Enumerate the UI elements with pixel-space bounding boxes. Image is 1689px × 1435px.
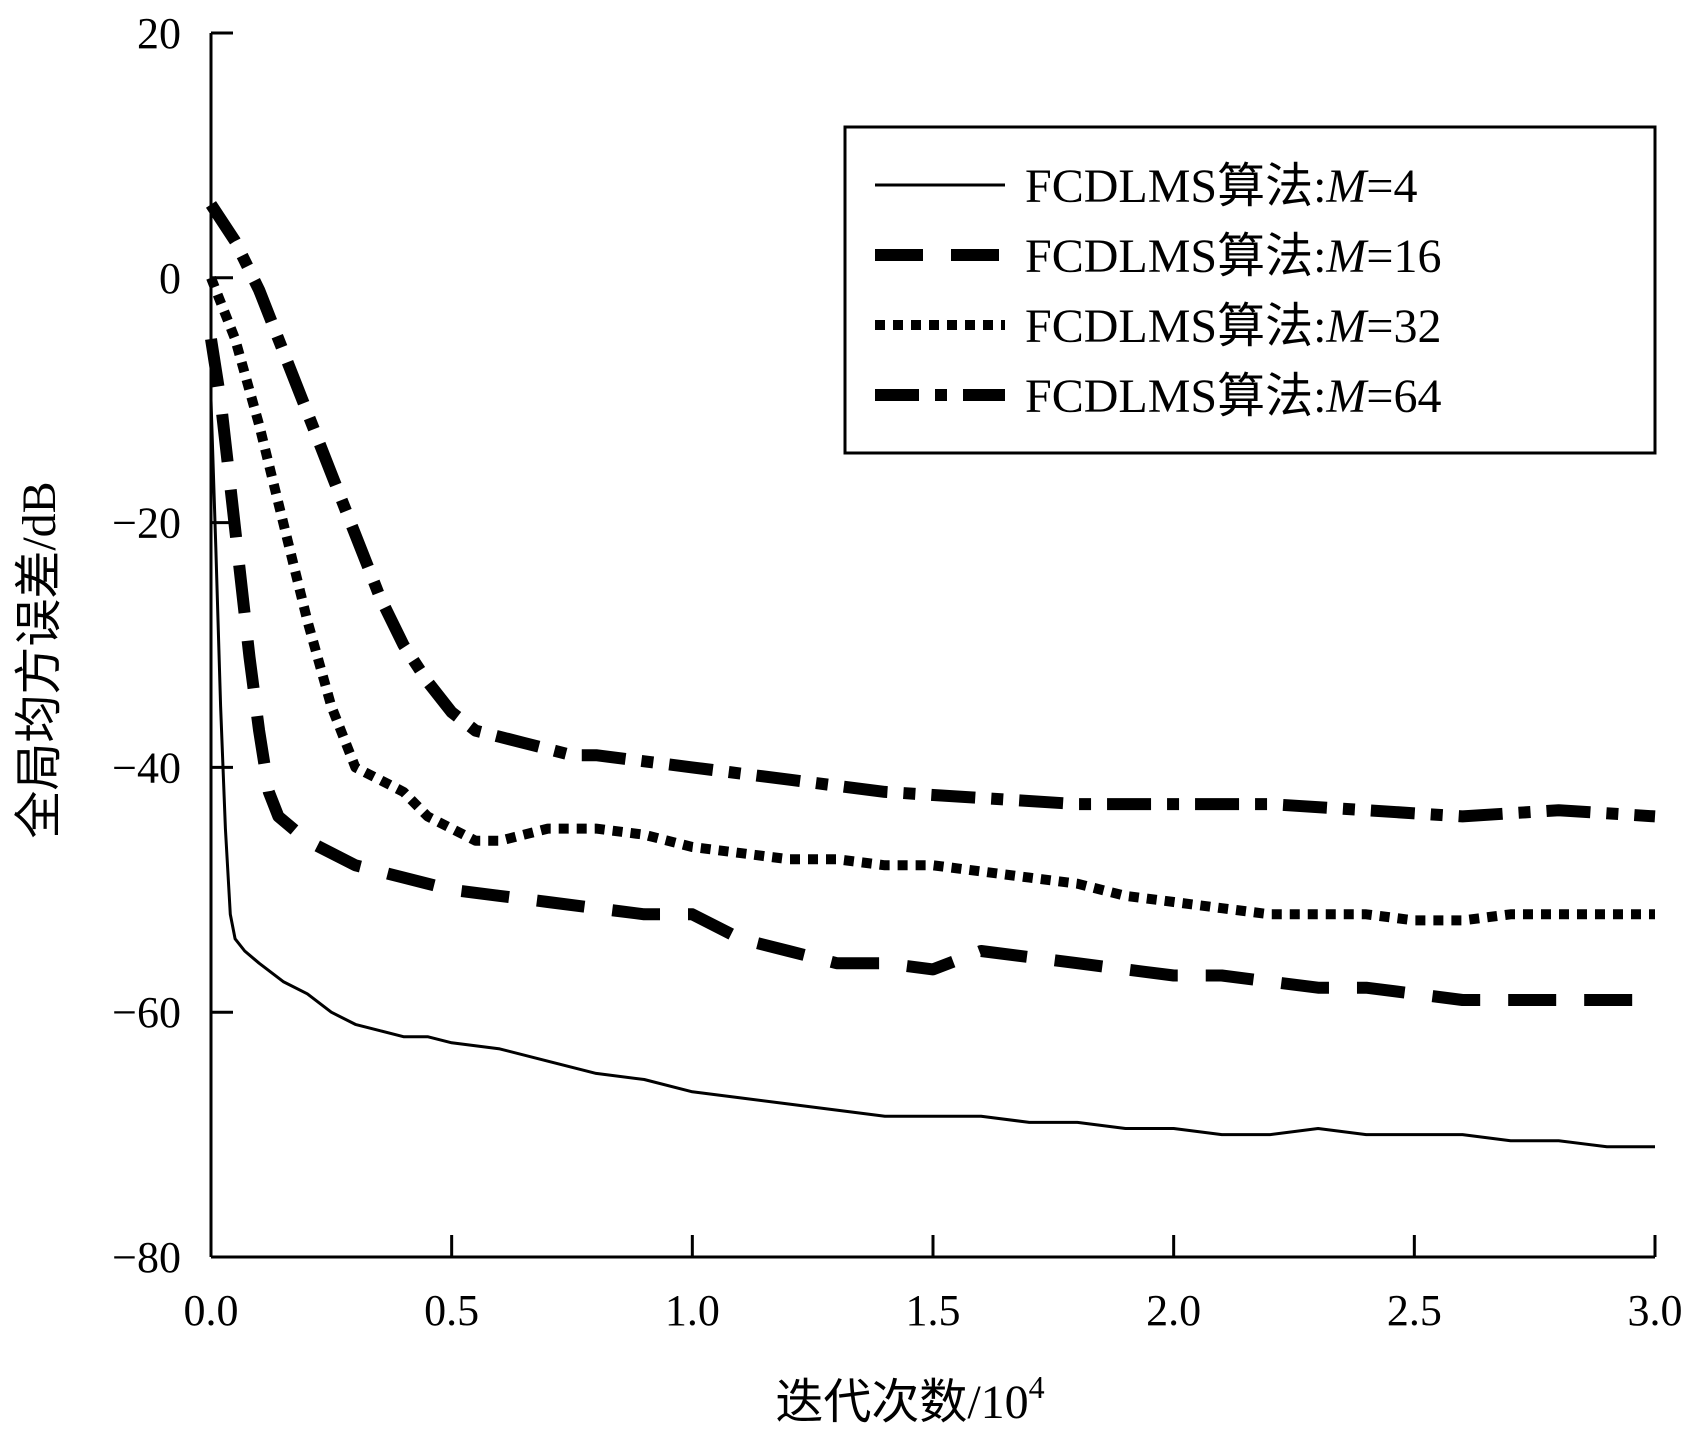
legend-label-variable: M <box>1325 230 1369 283</box>
x-tick-label: 1.5 <box>906 1286 961 1335</box>
legend-label-prefix: FCDLMS算法: <box>1025 300 1326 353</box>
legend-label-variable: M <box>1325 160 1369 213</box>
legend-label-4: FCDLMS算法:M=64 <box>1025 370 1441 423</box>
x-axis-title: 迭代次数/104 <box>775 1369 1044 1429</box>
legend: FCDLMS算法:M=4FCDLMS算法:M=16FCDLMS算法:M=32FC… <box>843 125 1657 455</box>
x-axis-title-main: 迭代次数/10 <box>775 1376 1028 1429</box>
legend-label-value: =4 <box>1366 160 1417 213</box>
x-tick-label: 1.0 <box>665 1286 720 1335</box>
legend-label-prefix: FCDLMS算法: <box>1025 370 1326 423</box>
y-tick-label: −40 <box>112 743 181 792</box>
y-tick-label: 20 <box>137 9 181 58</box>
series-lines <box>205 201 1656 1149</box>
legend-label-2: FCDLMS算法:M=16 <box>1025 230 1441 283</box>
series-line-4 <box>205 201 1656 823</box>
y-tick-label: −80 <box>112 1233 181 1282</box>
x-axis-title-exponent: 4 <box>1029 1369 1045 1405</box>
y-tick-label: −20 <box>112 499 181 548</box>
legend-label-prefix: FCDLMS算法: <box>1025 230 1326 283</box>
legend-label-3: FCDLMS算法:M=32 <box>1025 300 1441 353</box>
x-tick-label: 0.5 <box>424 1286 479 1335</box>
x-tick-label: 2.5 <box>1387 1286 1442 1335</box>
series-line-2 <box>205 338 1655 1006</box>
y-axis-title: 全局均方误差/dB <box>13 481 66 838</box>
y-tick-label: −60 <box>112 988 181 1037</box>
legend-label-variable: M <box>1325 300 1369 353</box>
legend-label-1: FCDLMS算法:M=4 <box>1025 160 1417 213</box>
x-tick-label: 3.0 <box>1628 1286 1683 1335</box>
series-line-1 <box>209 400 1655 1149</box>
x-tick-label: 0.0 <box>184 1286 239 1335</box>
legend-label-value: =32 <box>1366 300 1441 353</box>
x-tick-label: 2.0 <box>1146 1286 1201 1335</box>
legend-label-variable: M <box>1325 370 1369 423</box>
y-tick-label: 0 <box>159 254 181 303</box>
axes: 0.0 0.5 1.0 1.5 2.0 2.5 3.0 20 0 −20 −40 −60 −80 <box>112 9 1682 1335</box>
legend-label-value: =64 <box>1366 370 1441 423</box>
legend-label-prefix: FCDLMS算法: <box>1025 160 1326 213</box>
legend-label-value: =16 <box>1366 230 1441 283</box>
